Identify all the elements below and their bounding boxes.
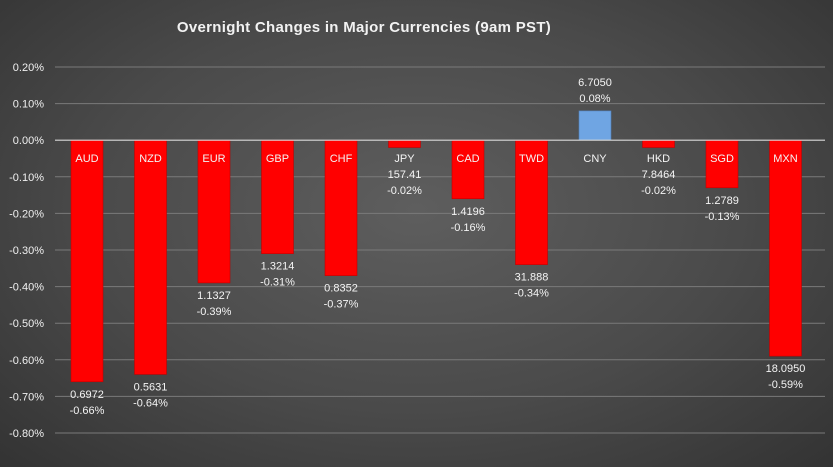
rate-label: 0.6972: [70, 389, 104, 401]
category-label: CNY: [583, 153, 607, 165]
category-label: GBP: [266, 153, 289, 165]
category-label: NZD: [139, 153, 162, 165]
percent-label: -0.37%: [324, 299, 359, 311]
bar-aud: [70, 139, 104, 383]
y-tick-label: -0.10%: [9, 172, 44, 184]
rate-label: 1.3214: [261, 261, 295, 273]
rate-label: 157.41: [388, 169, 422, 181]
percent-label: -0.66%: [70, 405, 105, 417]
y-tick-label: 0.10%: [13, 99, 44, 111]
y-tick-label: 0.00%: [13, 135, 44, 147]
percent-label: -0.02%: [641, 185, 676, 197]
category-label: HKD: [647, 153, 670, 165]
chart-title: Overnight Changes in Major Currencies (9…: [177, 19, 551, 36]
percent-label: -0.16%: [451, 222, 486, 234]
y-tick-label: -0.70%: [9, 391, 44, 403]
rate-label: 7.8464: [642, 169, 676, 181]
percent-label: -0.02%: [387, 185, 422, 197]
y-tick-label: -0.40%: [9, 282, 44, 294]
y-axis-tick-labels: 0.20% 0.10% 0.00% -0.10% -0.20% -0.30% -0.40% -…: [9, 62, 44, 440]
gridlines: [55, 66, 825, 434]
category-label: EUR: [202, 153, 225, 165]
bar-cad: [451, 139, 485, 200]
category-label: TWD: [519, 153, 544, 165]
percent-label: -0.64%: [133, 397, 168, 409]
rate-label: 1.4196: [451, 206, 485, 218]
y-tick-label: 0.20%: [13, 62, 44, 74]
bars: [70, 110, 802, 383]
category-label: SGD: [710, 153, 734, 165]
y-tick-label: -0.60%: [9, 355, 44, 367]
rate-label: 6.7050: [578, 77, 612, 89]
bar-gbp: [261, 139, 294, 254]
percent-label: -0.59%: [768, 379, 803, 391]
percent-label: -0.13%: [705, 211, 740, 223]
category-label: AUD: [75, 153, 98, 165]
bar-nzd: [134, 139, 167, 375]
bar-mxn: [769, 139, 802, 357]
rate-label: 31.888: [515, 272, 549, 284]
bar-chf: [324, 139, 358, 276]
y-tick-label: -0.50%: [9, 318, 44, 330]
bar-hkd: [642, 139, 675, 148]
bar-cny: [578, 110, 612, 141]
category-label: JPY: [394, 153, 415, 165]
percent-label: 0.08%: [579, 93, 610, 105]
percent-label: -0.39%: [197, 306, 232, 318]
rate-label: 0.8352: [324, 283, 358, 295]
y-tick-label: -0.20%: [9, 208, 44, 220]
y-tick-label: -0.80%: [9, 428, 44, 440]
rate-label: 0.5631: [134, 381, 168, 393]
bar-sgd: [705, 139, 739, 189]
category-label: CAD: [456, 153, 479, 165]
rate-label: 1.2789: [705, 195, 739, 207]
data-labels: AUD 0.6972 -0.66% NZD 0.5631 -0.64% EUR 1.1327 -…: [70, 77, 806, 417]
bar-twd: [515, 139, 548, 265]
rate-label: 18.0950: [766, 363, 806, 375]
bar-jpy: [388, 139, 421, 148]
category-label: MXN: [773, 153, 798, 165]
percent-label: -0.31%: [260, 277, 295, 289]
category-label: CHF: [330, 153, 353, 165]
rate-label: 1.1327: [197, 290, 231, 302]
percent-label: -0.34%: [514, 288, 549, 300]
y-tick-label: -0.30%: [9, 245, 44, 257]
